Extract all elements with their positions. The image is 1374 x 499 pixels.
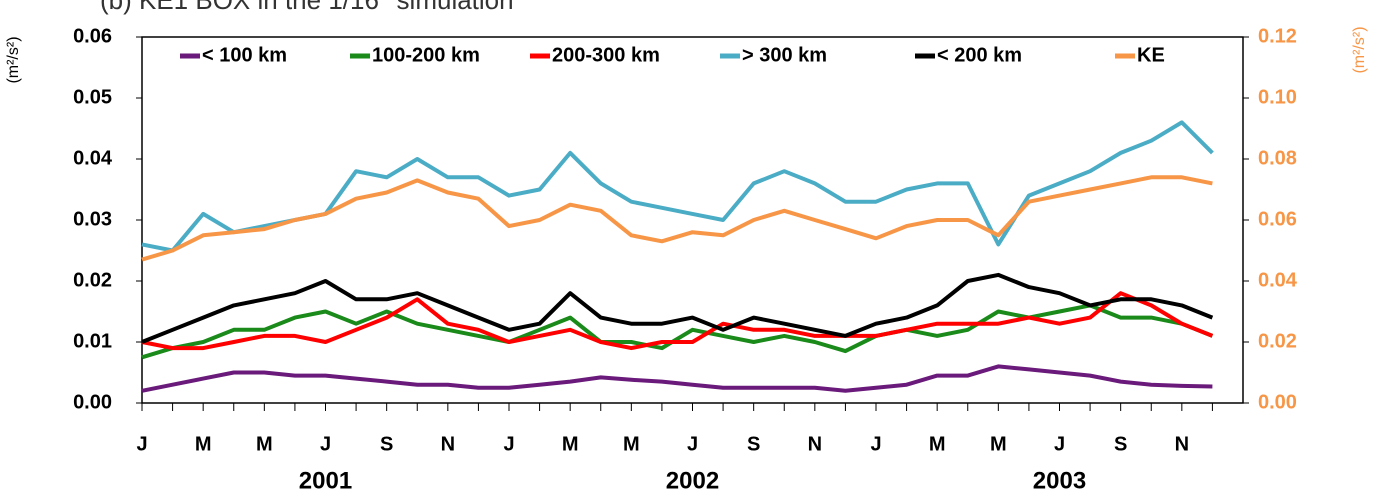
y2-tick-label: 0.02 bbox=[1258, 330, 1297, 352]
x-tick-label: M bbox=[929, 433, 946, 455]
y2-tick-label: 0.10 bbox=[1258, 86, 1297, 108]
series-line bbox=[141, 120, 1214, 253]
legend-label: 200-300 km bbox=[552, 44, 660, 66]
x-tick-label: J bbox=[136, 433, 147, 455]
y-tick-label: 0.05 bbox=[73, 86, 112, 108]
y-tick-label: 0.01 bbox=[73, 330, 112, 352]
x-tick-label: J bbox=[1054, 433, 1065, 455]
plot-frame bbox=[141, 36, 1244, 404]
y-axis-title: (m²/s²) bbox=[5, 36, 22, 83]
year-label: 2003 bbox=[1033, 467, 1086, 494]
series-line bbox=[141, 175, 1213, 262]
series-line bbox=[141, 303, 1214, 360]
x-tick-label: N bbox=[808, 433, 822, 455]
y2-tick-label: 0.04 bbox=[1258, 269, 1298, 291]
y-tick-label: 0.06 bbox=[73, 25, 112, 47]
y-tick-label: 0.00 bbox=[73, 391, 112, 413]
y2-axis-title: (m²/s²) bbox=[1351, 26, 1368, 73]
x-tick-label: J bbox=[687, 433, 698, 455]
x-tick-label: J bbox=[320, 433, 331, 455]
y-tick-label: 0.02 bbox=[73, 269, 112, 291]
series-line bbox=[141, 364, 1213, 393]
x-tick-label: S bbox=[1114, 433, 1127, 455]
chart-title: (b) KE1 BOX in the 1/16° simulation bbox=[100, 0, 514, 15]
y2-tick-label: 0.00 bbox=[1258, 391, 1297, 413]
x-tick-label: M bbox=[623, 433, 640, 455]
x-tick-label: J bbox=[503, 433, 514, 455]
series-line bbox=[141, 272, 1214, 344]
x-tick-label: J bbox=[870, 433, 881, 455]
legend-label: < 200 km bbox=[937, 44, 1022, 66]
legend-label: > 300 km bbox=[742, 44, 827, 66]
y2-tick-label: 0.06 bbox=[1258, 208, 1297, 230]
year-label: 2002 bbox=[666, 467, 719, 494]
legend-label: 100-200 km bbox=[372, 44, 480, 66]
year-label: 2001 bbox=[299, 467, 352, 494]
x-tick-label: M bbox=[195, 433, 212, 455]
y2-tick-label: 0.08 bbox=[1258, 147, 1297, 169]
x-tick-label: N bbox=[1175, 433, 1189, 455]
y-tick-label: 0.03 bbox=[73, 208, 112, 230]
legend-label: KE bbox=[1137, 44, 1165, 66]
x-tick-label: M bbox=[562, 433, 579, 455]
y-tick-label: 0.04 bbox=[73, 147, 113, 169]
series-line bbox=[141, 291, 1214, 351]
x-tick-label: S bbox=[380, 433, 393, 455]
y2-tick-label: 0.12 bbox=[1258, 25, 1297, 47]
x-tick-label: M bbox=[256, 433, 273, 455]
x-tick-label: M bbox=[990, 433, 1007, 455]
x-tick-label: S bbox=[747, 433, 760, 455]
legend-label: < 100 km bbox=[202, 44, 287, 66]
x-tick-label: N bbox=[441, 433, 455, 455]
